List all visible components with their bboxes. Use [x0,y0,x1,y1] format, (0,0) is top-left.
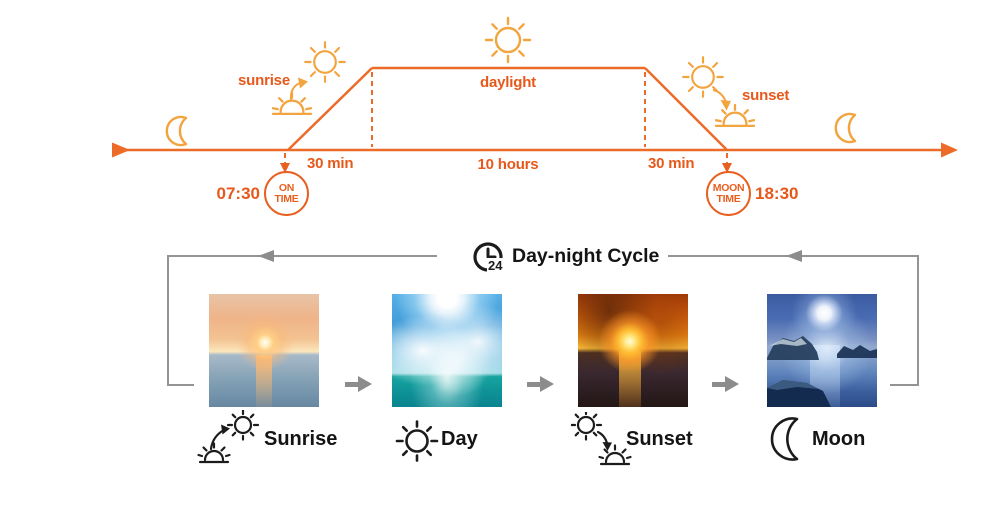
on-time-badge-line1: ON [278,181,295,194]
time-axis [112,142,958,158]
sunrise-rise-arrow-icon [289,77,308,101]
daylight-sun-icon [484,16,532,64]
sunset-stage-icon [571,412,632,466]
moon-time-badge-line2: TIME [716,192,741,205]
day-photo [392,294,502,407]
night-moon-left-icon [165,115,188,147]
moon-time-badge: MOON TIME [706,171,751,216]
cycle-loop-left-arrow-icon [258,249,274,262]
stage-label-moon: Moon [812,428,866,450]
stage-label-sunset: Sunset [626,428,693,450]
ramp-down-duration: 30 min [648,155,695,172]
plateau-duration: 10 hours [477,156,539,173]
on-time-value: 07:30 [216,184,260,203]
axis-end-arrow-icon [941,142,958,158]
ramp-down-line [644,67,728,151]
moon-time-pointer-icon [722,163,732,173]
moon-stage-icon [770,417,799,461]
sunset-label: sunset [742,87,790,104]
flow-arrow-day-to-sunset [527,376,554,393]
cycle-loop-right-vertical-line [917,255,919,386]
moon-time-badge-line1: MOON [712,181,745,194]
stage-label-sunrise: Sunrise [264,428,338,450]
sunrise-label: sunrise [238,72,290,89]
ramp-up-duration: 30 min [307,155,354,172]
moon-time-value: 18:30 [755,184,799,203]
sunrise-sun-icon [304,41,346,83]
cycle-loop-right-arrow-icon [786,249,802,262]
cycle-title: Day-night Cycle [512,245,660,267]
day-stage-icon [395,420,439,462]
on-time-pointer-icon [280,163,290,173]
rising-sun-horizon-icon [271,91,313,116]
flow-arrow-sunset-to-moon [712,376,739,393]
daylight-label: daylight [480,74,536,91]
sunset-set-arrow-icon [712,89,731,111]
moon-photo-rocks [767,336,877,407]
flow-arrow-sunrise-to-day [345,376,372,393]
on-time-badge-line2: TIME [274,192,299,205]
cycle-loop-bottom-right-line [890,384,919,386]
light-intensity-curve [287,66,728,151]
cycle-loop-top-left-line [167,255,437,257]
axis-start-arrow-icon [112,142,130,158]
on-time-badge: ON TIME [264,171,309,216]
cycle-loop-left-vertical-line [167,255,169,386]
night-moon-right-icon [834,112,857,144]
setting-sun-horizon-icon [714,103,756,128]
sunrise-photo [209,294,319,407]
cycle-loop-bottom-left-line [167,384,194,386]
sunrise-stage-icon [197,410,260,464]
moon-photo [767,294,877,407]
sunset-photo [578,294,688,407]
ramp-up-line [287,67,373,151]
clock-24-label: 24 [487,258,504,273]
dashed-guides [284,72,728,164]
stage-label-day: Day [441,428,478,450]
timeline-graphic [112,16,958,173]
